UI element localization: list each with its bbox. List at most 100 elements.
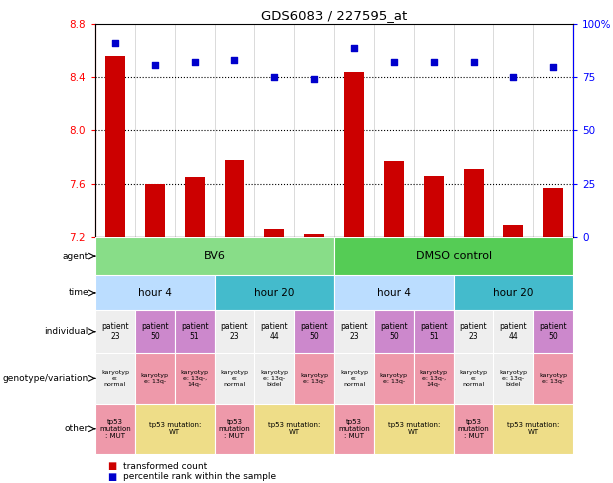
Text: patient
44: patient 44 bbox=[261, 322, 288, 341]
Bar bbox=[463, 169, 484, 237]
Text: patient
23: patient 23 bbox=[460, 322, 487, 341]
Bar bbox=[95, 311, 135, 353]
Text: percentile rank within the sample: percentile rank within the sample bbox=[123, 472, 276, 481]
Text: hour 20: hour 20 bbox=[254, 288, 294, 298]
Text: tp53
mutation
: MUT: tp53 mutation : MUT bbox=[219, 419, 250, 439]
Text: karyotyp
e: 13q-,
14q-: karyotyp e: 13q-, 14q- bbox=[420, 370, 447, 386]
Text: patient
51: patient 51 bbox=[420, 322, 447, 341]
Bar bbox=[95, 237, 334, 275]
Text: hour 20: hour 20 bbox=[493, 288, 533, 298]
Bar bbox=[454, 275, 573, 311]
Text: genotype/variation: genotype/variation bbox=[2, 374, 89, 383]
Text: karyotyp
e: 13q-
bidel: karyotyp e: 13q- bidel bbox=[261, 370, 288, 386]
Text: hour 4: hour 4 bbox=[138, 288, 172, 298]
Text: karyotyp
e: 13q-,
14q-: karyotyp e: 13q-, 14q- bbox=[181, 370, 208, 386]
Bar bbox=[135, 311, 175, 353]
Text: karyotyp
e: 13q-: karyotyp e: 13q- bbox=[380, 373, 408, 384]
Text: karyotyp
e:
normal: karyotyp e: normal bbox=[340, 370, 368, 386]
Bar bbox=[95, 404, 135, 454]
Point bbox=[549, 63, 558, 71]
Bar bbox=[493, 404, 573, 454]
Bar bbox=[215, 311, 254, 353]
Text: time: time bbox=[68, 288, 89, 298]
Text: karyotyp
e: 13q-
bidel: karyotyp e: 13q- bidel bbox=[500, 370, 527, 386]
Bar bbox=[533, 353, 573, 404]
Text: karyotyp
e:
normal: karyotyp e: normal bbox=[101, 370, 129, 386]
Bar bbox=[344, 72, 364, 237]
Text: DMSO control: DMSO control bbox=[416, 251, 492, 261]
Text: patient
44: patient 44 bbox=[500, 322, 527, 341]
Bar bbox=[334, 275, 454, 311]
Text: patient
23: patient 23 bbox=[340, 322, 368, 341]
Text: transformed count: transformed count bbox=[123, 462, 207, 470]
Text: karyotyp
e:
normal: karyotyp e: normal bbox=[221, 370, 248, 386]
Text: karyotyp
e: 13q-: karyotyp e: 13q- bbox=[300, 373, 328, 384]
Text: patient
50: patient 50 bbox=[141, 322, 169, 341]
Bar bbox=[215, 404, 254, 454]
Point bbox=[389, 58, 399, 66]
Text: ■: ■ bbox=[107, 472, 116, 482]
Bar bbox=[135, 404, 215, 454]
Point bbox=[270, 73, 280, 81]
Text: patient
50: patient 50 bbox=[539, 322, 567, 341]
Text: patient
50: patient 50 bbox=[380, 322, 408, 341]
Point bbox=[509, 73, 519, 81]
Bar bbox=[374, 353, 414, 404]
Text: ■: ■ bbox=[107, 461, 116, 471]
Point bbox=[150, 61, 160, 69]
Bar bbox=[424, 175, 444, 237]
Text: agent: agent bbox=[63, 252, 89, 260]
Text: tp53 mutation:
WT: tp53 mutation: WT bbox=[148, 422, 201, 435]
Bar bbox=[264, 228, 284, 237]
Point bbox=[110, 40, 120, 47]
Bar bbox=[304, 234, 324, 237]
Text: patient
23: patient 23 bbox=[221, 322, 248, 341]
Bar bbox=[105, 56, 125, 237]
Bar bbox=[95, 275, 215, 311]
Bar bbox=[95, 353, 135, 404]
Bar bbox=[185, 177, 205, 237]
Point bbox=[429, 58, 439, 66]
Bar bbox=[215, 275, 334, 311]
Text: hour 4: hour 4 bbox=[377, 288, 411, 298]
Bar bbox=[374, 311, 414, 353]
Bar bbox=[175, 311, 215, 353]
Text: karyotyp
e: 13q-: karyotyp e: 13q- bbox=[141, 373, 169, 384]
Bar bbox=[294, 311, 334, 353]
Bar bbox=[374, 404, 454, 454]
Bar bbox=[503, 225, 524, 237]
Bar bbox=[334, 353, 374, 404]
Bar bbox=[543, 187, 563, 237]
Text: BV6: BV6 bbox=[204, 251, 226, 261]
Bar bbox=[215, 353, 254, 404]
Point bbox=[310, 75, 319, 83]
Text: tp53
mutation
: MUT: tp53 mutation : MUT bbox=[458, 419, 489, 439]
Bar bbox=[334, 311, 374, 353]
Point bbox=[230, 57, 240, 64]
Bar bbox=[493, 311, 533, 353]
Bar bbox=[533, 311, 573, 353]
Bar bbox=[175, 353, 215, 404]
Text: karyotyp
e:
normal: karyotyp e: normal bbox=[460, 370, 487, 386]
Bar bbox=[224, 159, 245, 237]
Text: tp53
mutation
: MUT: tp53 mutation : MUT bbox=[338, 419, 370, 439]
Text: tp53
mutation
: MUT: tp53 mutation : MUT bbox=[99, 419, 131, 439]
Bar bbox=[334, 237, 573, 275]
Bar bbox=[454, 404, 493, 454]
Title: GDS6083 / 227595_at: GDS6083 / 227595_at bbox=[261, 9, 407, 22]
Bar bbox=[493, 353, 533, 404]
Point bbox=[349, 43, 359, 51]
Bar bbox=[334, 404, 374, 454]
Bar bbox=[254, 404, 334, 454]
Bar bbox=[414, 353, 454, 404]
Text: patient
50: patient 50 bbox=[300, 322, 328, 341]
Text: patient
23: patient 23 bbox=[101, 322, 129, 341]
Bar bbox=[454, 353, 493, 404]
Text: tp53 mutation:
WT: tp53 mutation: WT bbox=[507, 422, 560, 435]
Text: tp53 mutation:
WT: tp53 mutation: WT bbox=[268, 422, 321, 435]
Point bbox=[469, 58, 479, 66]
Text: tp53 mutation:
WT: tp53 mutation: WT bbox=[387, 422, 440, 435]
Bar bbox=[384, 161, 404, 237]
Bar bbox=[414, 311, 454, 353]
Text: individual: individual bbox=[45, 327, 89, 336]
